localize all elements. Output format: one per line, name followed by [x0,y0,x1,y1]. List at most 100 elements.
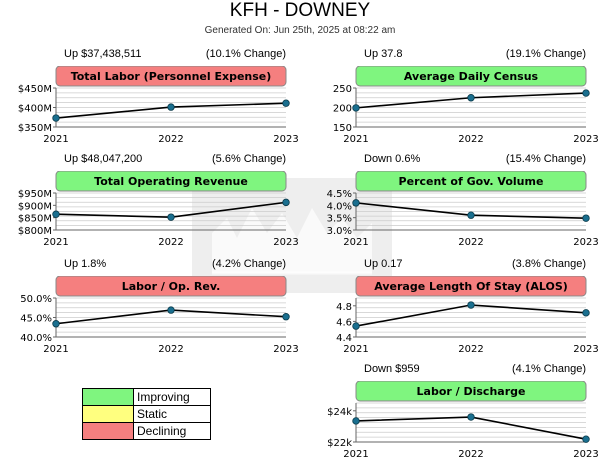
chart-5-title-bar [355,276,587,297]
summary-percent-change: (3.8% Change) [512,258,586,270]
chart-0-y-tick-label: $450M [18,84,52,95]
summary-percent-change: (4.2% Change) [212,258,286,270]
chart-0-y-tick-label: $400M [18,104,52,115]
summary-change: Down $959 [364,363,420,375]
chart-5-y-tick-label: 4.6 [336,317,352,328]
chart-2-x-tick-label: 2023 [273,237,298,248]
chart-4-data-point [52,320,60,328]
chart-1-data-point [582,89,590,97]
summary-change: Up $48,047,200 [64,153,143,165]
legend-item-improving: Improving [82,388,211,406]
legend-swatch-improving [82,388,134,406]
chart-0-title: Total Labor (Personnel Expense) [71,70,272,83]
legend-swatch-static [82,405,134,423]
chart-4-x-tick-label: 2023 [273,344,298,355]
chart-4-title: Labor / Op. Rev. [122,280,221,293]
chart-3-y-tick-label: 3.5% [327,214,352,225]
summary-change: Down 0.6% [364,153,421,165]
chart-0-y-tick-label: $350M [18,123,52,134]
chart-0-x-tick-label: 2023 [273,134,298,145]
chart-2-data-point [52,210,60,218]
chart-5-x-tick-label: 2021 [343,344,368,355]
chart-6-data-point [352,417,360,425]
chart-5-y-tick-label: 4.4 [336,333,352,344]
chart-6-title-bar [355,381,587,402]
chart-3-data-point [582,214,590,222]
chart-5-x-tick-label: 2023 [573,344,598,355]
chart-2-y-tick-label: $950M [18,189,52,200]
chart-0-data-point [282,99,290,107]
chart-5-svg: Average Length Of Stay (ALOS) 4.4 4.6 4.8 20… [336,276,599,355]
summary-change: Up 1.8% [64,258,107,270]
watermark-logo [192,178,392,293]
page-title: KFH - DOWNEY [229,0,371,21]
chart-5-data-point [352,322,360,330]
chart-0-x-tick-label: 2022 [158,134,183,145]
chart-5-y-tick-label: 4.8 [336,302,352,313]
chart-4-y-tick-label: 45.0% [20,314,52,325]
chart-1-data-point [467,94,475,102]
chart-3-y-tick-label: 4.0% [327,201,352,212]
generated-timestamp: Generated On: Jun 25th, 2025 at 08:22 am [204,25,396,36]
chart-6-data-point [467,413,475,421]
chart-0-x-tick-label: 2021 [43,134,68,145]
chart-3-x-tick-label: 2022 [458,237,483,248]
chart-2-x-tick-label: 2021 [43,237,68,248]
chart-3-y-tick-label: 4.5% [327,189,352,200]
summary-percent-change: (4.1% Change) [512,363,586,375]
chart-1-x-tick-label: 2021 [343,134,368,145]
legend: Improving Static Declining [82,388,211,440]
summary-percent-change: (10.1% Change) [205,48,286,60]
chart-1-svg: Average Daily Census 150 200 250 2021 2022 202… [333,66,599,145]
chart-1-y-tick-label: 200 [333,104,352,115]
chart-2-svg: Total Operating Revenue $800M$850M $900M$9… [18,171,299,248]
chart-4-x-tick-label: 2021 [43,344,68,355]
chart-3-data-point [467,211,475,219]
chart-2-y-tick-label: $800M [18,226,52,237]
chart-1-y-tick-label: 150 [333,123,352,134]
chart-1-title: Average Daily Census [404,70,539,83]
legend-label-declining: Declining [133,422,211,440]
chart-6-title: Labor / Discharge [417,385,526,398]
chart-3-x-tick-label: 2023 [573,237,598,248]
chart-3-svg: Percent of Gov. Volume 3.0%3.5% 4.0%4.5% 20… [327,171,599,248]
chart-6-svg: Labor / Discharge $22k $24k 2021 2022 2023 [327,381,599,460]
chart-0-title-bar [55,66,287,87]
chart-1-y-tick-label: 250 [333,84,352,95]
chart-6-x-tick-label: 2022 [458,449,483,460]
chart-4-y-tick-label: 40.0% [20,333,52,344]
chart-2-y-tick-label: $900M [18,201,52,212]
chart-4-title-bar [55,276,287,297]
chart-4-data-point [282,313,290,321]
chart-4-data-point [167,306,175,314]
chart-1-title-bar [355,66,587,87]
chart-1-x-tick-label: 2023 [573,134,598,145]
legend-item-static: Static [82,405,211,423]
chart-3-x-tick-label: 2021 [343,237,368,248]
chart-6-y-tick-label: $22k [327,438,352,449]
chart-2-title-bar [55,171,287,192]
chart-4-y-tick-label: 50.0% [20,294,52,305]
chart-3-data-point [352,199,360,207]
chart-2-data-point [167,213,175,221]
chart-5-x-tick-label: 2022 [458,344,483,355]
chart-0-svg: Total Labor (Personnel Expense) $350M $400… [18,66,299,145]
summary-percent-change: (5.6% Change) [212,153,286,165]
legend-label-static: Static [133,405,211,423]
legend-swatch-declining [82,422,134,440]
chart-1-x-tick-label: 2022 [458,134,483,145]
summary-percent-change: (15.4% Change) [505,153,586,165]
summary-percent-change: (19.1% Change) [505,48,586,60]
chart-4-svg: Labor / Op. Rev. 40.0% 45.0% 50.0% 2021 2022 2… [20,276,299,355]
chart-6-y-tick-label: $24k [327,407,352,418]
chart-3-title: Percent of Gov. Volume [399,175,544,188]
legend-label-improving: Improving [133,388,211,406]
chart-5-title: Average Length Of Stay (ALOS) [374,280,568,293]
chart-2-data-point [282,198,290,207]
summary-change: Up 37.8 [364,48,403,60]
chart-5-data-point [582,309,590,317]
chart-2-title: Total Operating Revenue [94,175,248,188]
chart-2-y-tick-label: $850M [18,214,52,225]
legend-item-declining: Declining [82,422,211,440]
chart-5-data-point [467,301,475,309]
